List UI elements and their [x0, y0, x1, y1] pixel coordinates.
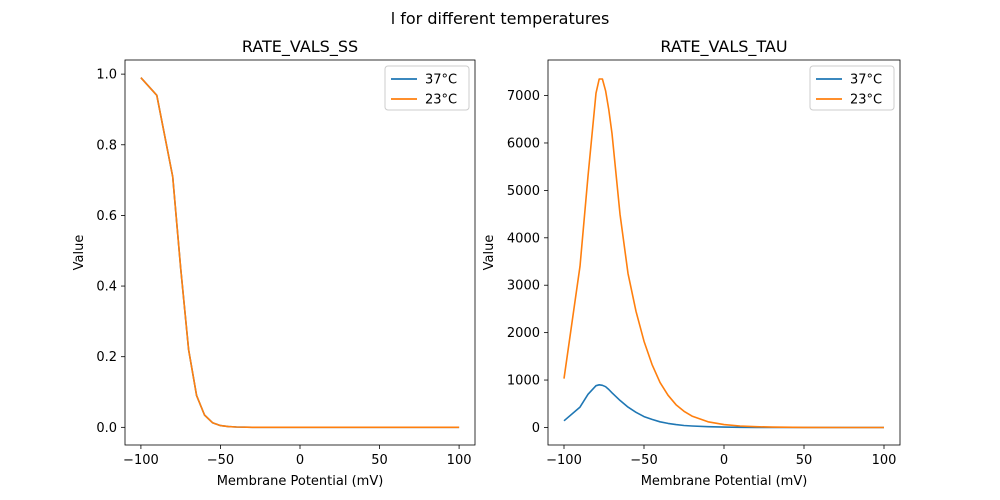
axes-frame: [124, 59, 476, 446]
y-axis-label: Value: [482, 235, 497, 271]
y-tick-label: 0.2: [96, 350, 117, 365]
panel-rate-vals-ss: RATE_VALS_SS −100 −50 0 50 100 0.0 0.2 0.4 0.6 0.8…: [72, 37, 476, 489]
y-tick-label: 7000: [507, 89, 540, 104]
x-tick-label: −100: [546, 453, 582, 468]
y-tick-label: 0.8: [96, 138, 117, 153]
y-tick-label: 0: [532, 421, 540, 436]
y-tick-label: 1.0: [96, 68, 117, 83]
x-tick-label: 0: [296, 453, 304, 468]
x-axis-label: Membrane Potential (mV): [641, 474, 808, 489]
legend-label: 37°C: [425, 73, 457, 88]
x-tick-label: −100: [123, 453, 159, 468]
x-tick-label: 100: [872, 453, 897, 468]
y-tick-label: 5000: [507, 184, 540, 199]
y-tick-label: 2000: [507, 326, 540, 341]
series-line-1: [563, 78, 884, 429]
axes-frame: [547, 59, 901, 446]
axes-title: RATE_VALS_SS: [242, 37, 358, 57]
legend-label: 23°C: [425, 93, 457, 108]
x-tick-label: 100: [447, 453, 472, 468]
axes-title: RATE_VALS_TAU: [660, 37, 787, 57]
legend-label: 37°C: [850, 73, 882, 88]
y-axis-label: Value: [72, 235, 87, 271]
x-tick-label: −50: [630, 453, 657, 468]
x-tick-label: 0: [720, 453, 728, 468]
legend: 37°C 23°C: [809, 65, 895, 111]
series-line-0: [563, 383, 884, 429]
y-tick-label: 4000: [507, 231, 540, 246]
x-tick-label: −50: [207, 453, 234, 468]
x-axis-label: Membrane Potential (mV): [217, 474, 384, 489]
x-tick-label: 50: [796, 453, 813, 468]
x-tick-label: 50: [371, 453, 388, 468]
legend-label: 23°C: [850, 93, 882, 108]
y-tick-label: 0.6: [96, 209, 117, 224]
legend: 37°C 23°C: [384, 65, 470, 111]
y-tick-label: 1000: [507, 374, 540, 389]
y-tick-label: 6000: [507, 136, 540, 151]
series-line-1: [140, 77, 460, 429]
series-line-0: [140, 77, 460, 429]
panel-rate-vals-tau: RATE_VALS_TAU−100 −50 0 50 10001000200030004…: [482, 37, 901, 489]
y-tick-label: 3000: [507, 279, 540, 294]
figure-title: l for different temperatures: [391, 9, 610, 28]
y-tick-label: 0.4: [96, 280, 117, 295]
y-tick-label: 0.0: [96, 421, 117, 436]
